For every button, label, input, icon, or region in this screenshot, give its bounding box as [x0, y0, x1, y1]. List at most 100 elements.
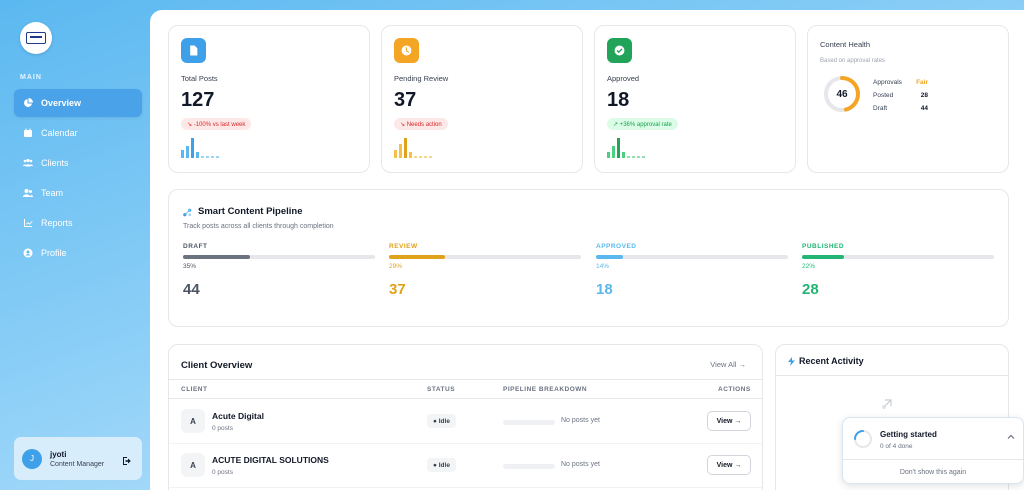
sidebar: MAIN Overview Calendar Clients Team Repo…: [0, 0, 150, 490]
stage-percent: 29%: [389, 263, 403, 270]
view-all-link[interactable]: View All →: [710, 360, 746, 369]
spark-bar: [419, 156, 422, 158]
recent-activity-title: Recent Activity: [799, 356, 864, 366]
stage-percent: 35%: [183, 263, 197, 270]
spark-bar: [404, 138, 407, 158]
spark-bar: [201, 156, 204, 158]
table-row: A Acute Digital 0 posts ● Idle No posts …: [169, 400, 762, 444]
user-card[interactable]: J jyoti Content Manager: [14, 437, 142, 480]
stage-percent: 14%: [596, 263, 610, 270]
spark-bar: [424, 156, 427, 158]
pipeline-title: Smart Content Pipeline: [198, 206, 303, 217]
spark-bar: [637, 156, 640, 158]
stage-count: 28: [802, 281, 819, 298]
view-client-button[interactable]: View →: [707, 455, 751, 475]
sidebar-item-label: Clients: [41, 158, 69, 168]
card-subtitle: Based on approval rates: [820, 58, 886, 64]
spark-bar: [607, 152, 610, 158]
stat-value: 127: [181, 89, 215, 111]
user-circle-icon: [23, 248, 33, 258]
stat-label: Pending Review: [394, 74, 449, 83]
app-logo[interactable]: [20, 22, 52, 54]
sidebar-item-calendar[interactable]: Calendar: [14, 119, 142, 147]
sidebar-item-overview[interactable]: Overview: [14, 89, 142, 117]
spark-bar: [186, 146, 189, 158]
client-avatar: A: [181, 409, 205, 433]
stage-count: 44: [183, 281, 200, 298]
stat-card-pending-review: Pending Review 37 ↘ Needs action: [381, 25, 583, 173]
column-header-client: CLIENT: [181, 386, 208, 393]
sidebar-item-clients[interactable]: Clients: [14, 149, 142, 177]
sparkline: [181, 136, 221, 158]
view-client-button[interactable]: View →: [707, 411, 751, 431]
stage-name: REVIEW: [389, 243, 418, 250]
card-title: Content Health: [820, 40, 871, 49]
sidebar-item-reports[interactable]: Reports: [14, 209, 142, 237]
spark-bar: [409, 152, 412, 158]
stat-card-total-posts: Total Posts 127 ↘ -100% vs last week: [168, 25, 370, 173]
sparkline: [607, 136, 647, 158]
user-name: jyoti: [50, 449, 67, 459]
check-circle-icon: [607, 38, 632, 63]
sidebar-item-team[interactable]: Team: [14, 179, 142, 207]
spark-bar: [429, 156, 432, 158]
client-overview-title: Client Overview: [181, 360, 253, 371]
stage-fill: [183, 255, 251, 259]
pipeline-breakdown-bar: [503, 464, 555, 469]
spark-bar: [181, 150, 184, 158]
spark-bar: [627, 156, 630, 158]
client-post-count: 0 posts: [212, 469, 233, 476]
client-post-count: 0 posts: [212, 425, 233, 432]
health-row-posted: Posted 28: [873, 92, 928, 99]
avatar: J: [22, 448, 42, 469]
empty-state-icon: [882, 399, 892, 409]
status-badge: ● Idle: [427, 458, 456, 472]
stage-name: PUBLISHED: [802, 243, 845, 250]
health-row-label: Posted: [873, 92, 894, 99]
table-header: CLIENT STATUS PIPELINE BREAKDOWN ACTIONS: [169, 379, 762, 399]
dismiss-link[interactable]: Don't show this again: [899, 469, 967, 476]
spark-bar: [399, 144, 402, 158]
spark-bar: [394, 150, 397, 158]
sidebar-item-label: Reports: [41, 218, 73, 228]
logout-icon[interactable]: [122, 453, 132, 465]
stat-label: Approved: [607, 74, 640, 83]
clock-icon: [394, 38, 419, 63]
pipeline-subtitle: Track posts across all clients through c…: [183, 223, 334, 230]
stage-count: 18: [596, 281, 613, 298]
sidebar-item-label: Overview: [41, 98, 82, 108]
sidebar-item-profile[interactable]: Profile: [14, 239, 142, 267]
spark-bar: [632, 156, 635, 158]
health-row-value: 28: [920, 92, 928, 99]
stat-label: Total Posts: [181, 74, 218, 83]
spark-bar: [622, 152, 625, 158]
getting-started-toast[interactable]: Getting started 0 of 4 done Don't show t…: [842, 417, 1024, 484]
status-badge: ● Idle: [427, 414, 456, 428]
sidebar-item-label: Team: [41, 188, 64, 198]
stage-draft: DRAFT 35% 44: [183, 243, 375, 298]
client-overview-card: Client Overview View All → CLIENT STATUS…: [168, 344, 763, 490]
health-row-draft: Draft 44: [873, 105, 928, 112]
stat-card-approved: Approved 18 ↗ +36% approval rate: [594, 25, 796, 173]
donut-arc: [824, 76, 860, 112]
chevron-up-icon[interactable]: [1007, 433, 1015, 441]
stage-track: [596, 255, 788, 259]
stat-value: 37: [394, 89, 417, 111]
spark-bar: [206, 156, 209, 158]
team-icon: [23, 188, 33, 198]
users-icon: [23, 158, 33, 168]
stat-badge: ↗ +36% approval rate: [607, 118, 678, 130]
stage-published: PUBLISHED 22% 28: [802, 243, 994, 298]
pie-chart-icon: [23, 98, 33, 108]
user-role: Content Manager: [50, 460, 105, 468]
spark-bar: [612, 146, 615, 158]
calendar-icon: [23, 128, 33, 138]
progress-ring-icon: [854, 430, 872, 448]
sidebar-section-label: MAIN: [20, 74, 42, 81]
column-header-status: STATUS: [427, 386, 456, 393]
stat-badge: ↘ -100% vs last week: [181, 118, 252, 130]
health-row-approvals: Approvals Fair: [873, 79, 928, 86]
spark-bar: [191, 138, 194, 158]
health-row-label: Approvals: [873, 79, 902, 86]
column-header-pipeline: PIPELINE BREAKDOWN: [503, 386, 588, 393]
